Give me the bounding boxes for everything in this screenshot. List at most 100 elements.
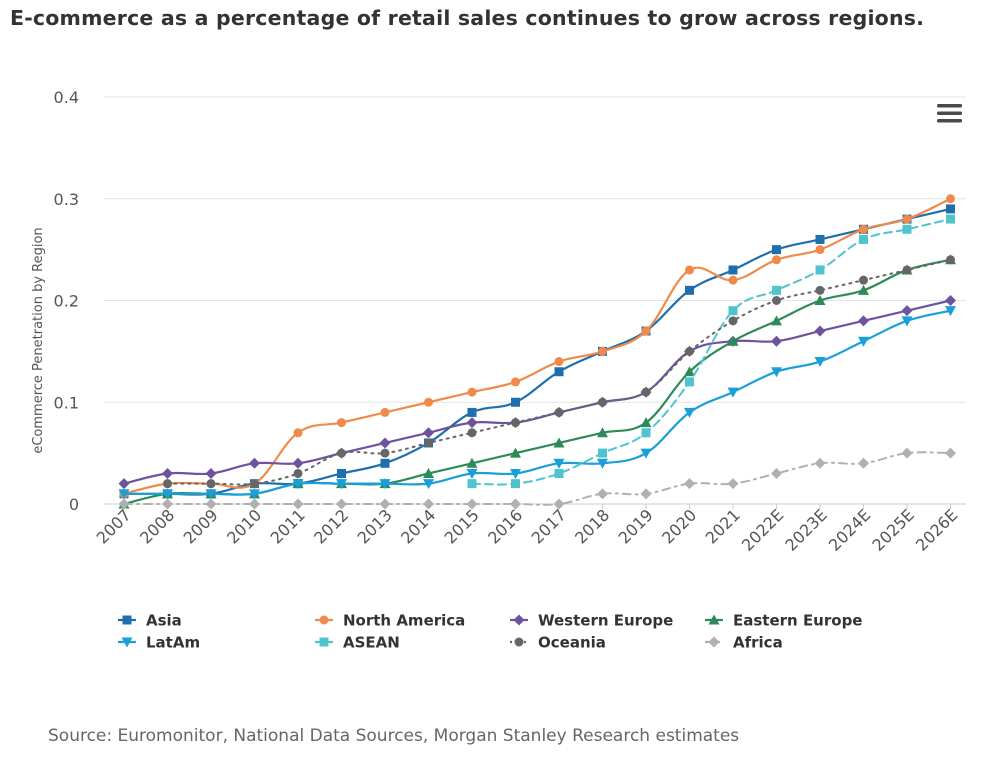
- data-point-africa[interactable]: [684, 478, 695, 490]
- data-point-western-europe[interactable]: [466, 417, 478, 429]
- series-north-america[interactable]: [119, 194, 956, 499]
- data-point-africa[interactable]: [901, 447, 913, 459]
- data-point-africa[interactable]: [205, 498, 217, 510]
- data-point-eastern-europe[interactable]: [553, 437, 565, 448]
- data-point-latam[interactable]: [249, 489, 260, 500]
- data-point-western-europe[interactable]: [379, 437, 391, 449]
- data-point-oceania[interactable]: [511, 418, 520, 428]
- data-point-asean[interactable]: [685, 377, 694, 387]
- data-point-africa[interactable]: [466, 498, 478, 510]
- data-point-north-america[interactable]: [772, 255, 781, 265]
- data-point-asean[interactable]: [815, 265, 825, 275]
- data-point-western-europe[interactable]: [423, 427, 434, 439]
- data-point-africa[interactable]: [640, 488, 652, 500]
- data-point-africa[interactable]: [510, 498, 521, 510]
- data-point-eastern-europe[interactable]: [597, 427, 608, 438]
- legend-label-oceania[interactable]: Oceania: [538, 634, 606, 652]
- legend-item-oceania[interactable]: Oceania: [510, 634, 606, 652]
- series-asean[interactable]: [467, 214, 956, 489]
- legend-label-western-europe[interactable]: Western Europe: [538, 612, 673, 630]
- data-point-latam[interactable]: [162, 489, 173, 500]
- data-point-eastern-europe[interactable]: [684, 366, 695, 377]
- series-line-north-america[interactable]: [122, 197, 952, 495]
- legend-label-asean[interactable]: ASEAN: [343, 634, 400, 652]
- series-africa[interactable]: [118, 447, 957, 510]
- series-line-western-europe[interactable]: [122, 299, 952, 485]
- legend-item-western-europe[interactable]: Western Europe: [510, 612, 673, 630]
- data-point-oceania[interactable]: [598, 397, 607, 407]
- data-point-asean[interactable]: [554, 468, 564, 478]
- data-point-western-europe[interactable]: [292, 457, 304, 469]
- data-point-eastern-europe[interactable]: [510, 447, 521, 458]
- data-point-africa[interactable]: [814, 457, 826, 469]
- legend-marker-africa[interactable]: [708, 636, 720, 648]
- data-point-oceania[interactable]: [250, 479, 259, 489]
- legend-label-africa[interactable]: Africa: [733, 634, 783, 652]
- legend-label-north-america[interactable]: North America: [343, 612, 465, 630]
- data-point-africa[interactable]: [945, 447, 956, 459]
- data-point-asia[interactable]: [511, 397, 520, 407]
- data-point-western-europe[interactable]: [162, 467, 173, 479]
- data-point-oceania[interactable]: [946, 255, 955, 265]
- data-point-western-europe[interactable]: [814, 325, 826, 337]
- data-point-north-america[interactable]: [598, 346, 607, 356]
- data-point-north-america[interactable]: [293, 428, 303, 438]
- data-point-eastern-europe[interactable]: [423, 467, 434, 478]
- data-point-western-europe[interactable]: [858, 315, 869, 327]
- data-point-africa[interactable]: [292, 498, 304, 510]
- data-point-oceania[interactable]: [902, 265, 912, 275]
- data-point-eastern-europe[interactable]: [466, 457, 478, 468]
- data-point-oceania[interactable]: [206, 479, 216, 489]
- data-point-asean[interactable]: [641, 428, 651, 438]
- data-point-africa[interactable]: [727, 478, 739, 490]
- data-point-asia[interactable]: [337, 468, 346, 478]
- data-point-oceania[interactable]: [163, 479, 172, 489]
- legend-marker-asia[interactable]: [122, 615, 132, 625]
- data-point-latam[interactable]: [814, 357, 826, 368]
- data-point-africa[interactable]: [118, 498, 130, 510]
- data-point-eastern-europe[interactable]: [727, 335, 739, 346]
- data-point-latam[interactable]: [423, 479, 434, 490]
- data-point-africa[interactable]: [553, 498, 565, 510]
- data-point-eastern-europe[interactable]: [858, 284, 869, 295]
- data-point-western-europe[interactable]: [771, 335, 782, 347]
- legend-item-asean[interactable]: ASEAN: [315, 634, 400, 652]
- data-point-latam[interactable]: [727, 387, 739, 398]
- data-point-eastern-europe[interactable]: [814, 295, 826, 305]
- data-point-north-america[interactable]: [511, 377, 520, 387]
- series-western-europe[interactable]: [118, 295, 957, 490]
- series-asia[interactable]: [119, 204, 956, 499]
- data-point-oceania[interactable]: [772, 296, 781, 305]
- data-point-latam[interactable]: [466, 468, 478, 479]
- legend-label-asia[interactable]: Asia: [146, 612, 182, 630]
- legend-item-north-america[interactable]: North America: [315, 612, 465, 630]
- data-point-africa[interactable]: [423, 498, 434, 510]
- data-point-asia[interactable]: [467, 407, 477, 417]
- series-latam[interactable]: [118, 306, 957, 500]
- data-point-north-america[interactable]: [815, 245, 825, 255]
- data-point-oceania[interactable]: [728, 316, 738, 326]
- data-point-oceania[interactable]: [685, 346, 694, 356]
- data-point-asia[interactable]: [380, 458, 390, 468]
- data-point-oceania[interactable]: [815, 285, 825, 295]
- data-point-north-america[interactable]: [641, 326, 651, 336]
- data-point-latam[interactable]: [771, 367, 782, 378]
- data-point-asean[interactable]: [772, 285, 781, 295]
- data-point-north-america[interactable]: [728, 275, 738, 285]
- legend-marker-north-america[interactable]: [319, 615, 329, 625]
- legend-item-latam[interactable]: LatAm: [118, 634, 200, 652]
- legend-marker-western-europe[interactable]: [513, 614, 525, 626]
- data-point-asia[interactable]: [946, 204, 955, 214]
- series-oceania[interactable]: [163, 255, 955, 489]
- data-point-western-europe[interactable]: [945, 295, 956, 306]
- legend-item-africa[interactable]: Africa: [705, 634, 783, 652]
- data-point-oceania[interactable]: [337, 448, 346, 458]
- data-point-oceania[interactable]: [424, 438, 433, 448]
- legend-marker-eastern-europe[interactable]: [708, 614, 720, 625]
- data-point-asean[interactable]: [946, 214, 955, 224]
- data-point-asean[interactable]: [859, 234, 868, 244]
- series-line-latam[interactable]: [122, 309, 952, 496]
- data-point-asia[interactable]: [554, 367, 564, 377]
- data-point-latam[interactable]: [553, 458, 565, 469]
- data-point-latam[interactable]: [118, 489, 130, 500]
